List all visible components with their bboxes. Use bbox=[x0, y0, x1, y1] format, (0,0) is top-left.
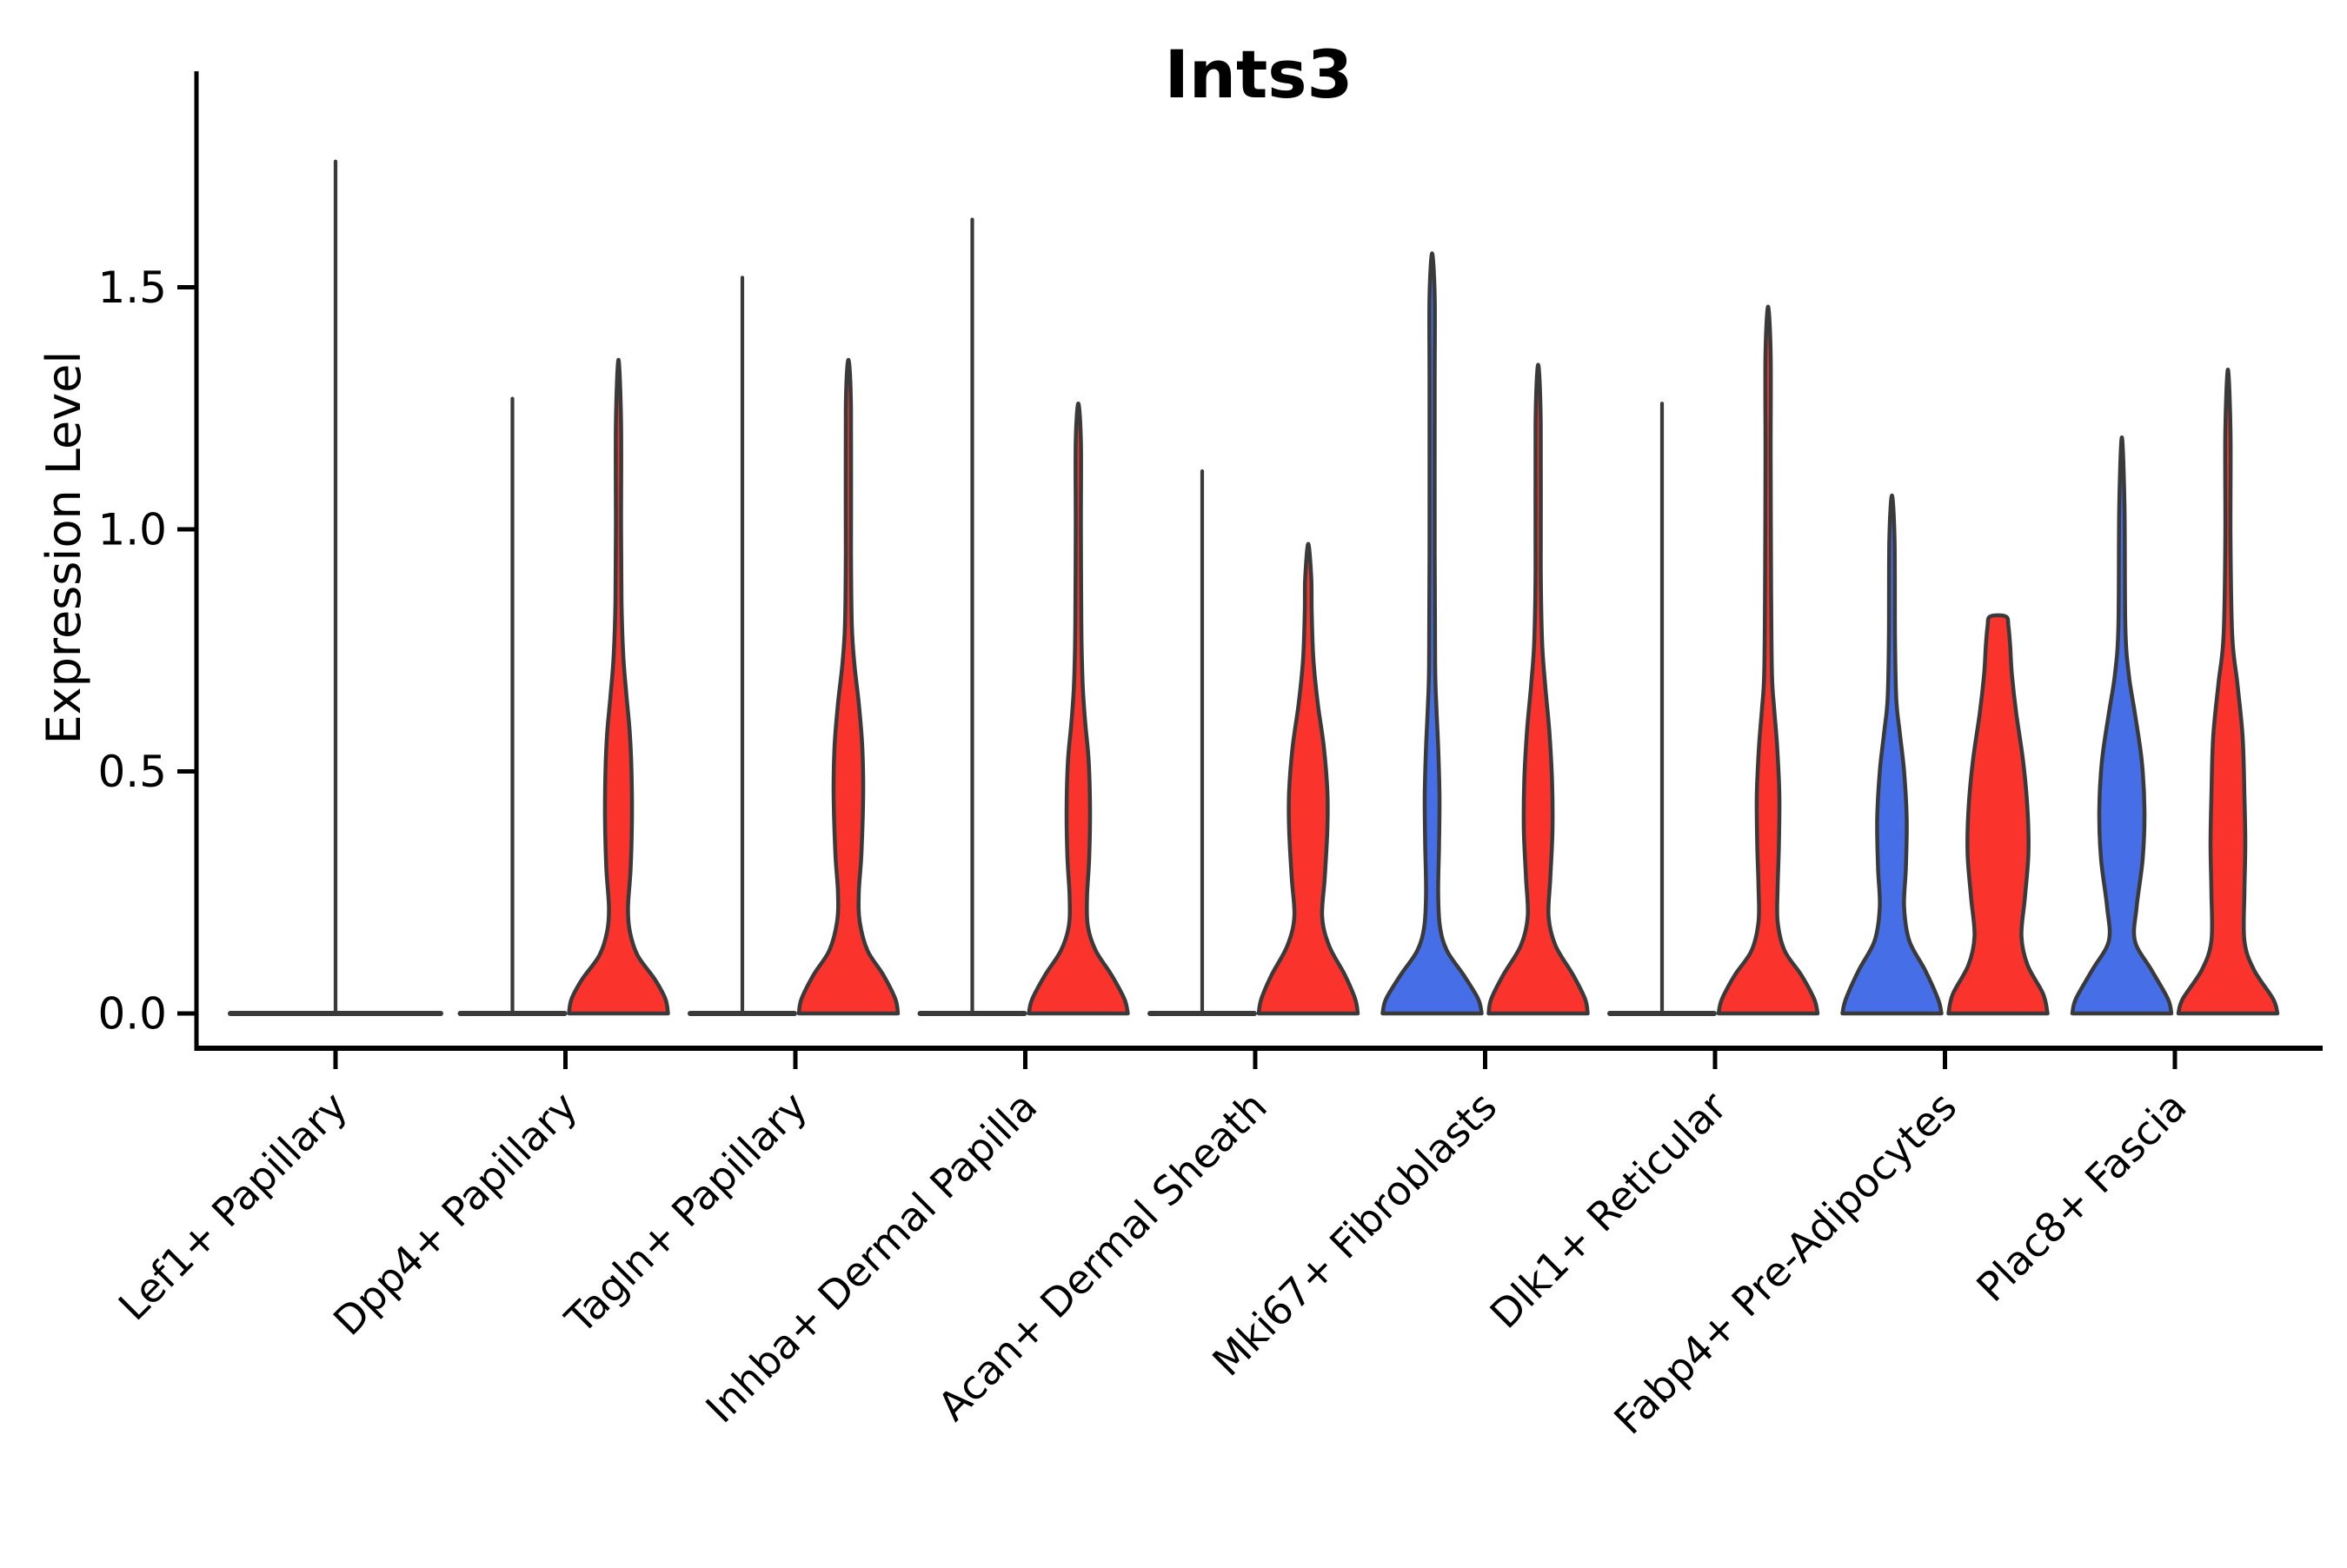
x-category-label: Plac8+ Fascia bbox=[1967, 1083, 2195, 1311]
x-category-label: Dpp4+ Papillary bbox=[324, 1083, 586, 1345]
x-category-label: Tagln+ Papillary bbox=[555, 1083, 816, 1344]
x-category-label: Dlk1+ Reticular bbox=[1481, 1083, 1736, 1338]
x-category-label: Lef1+ Papillary bbox=[110, 1083, 356, 1330]
y-tick-label: 0.0 bbox=[97, 989, 167, 1040]
violin-red bbox=[2176, 367, 2280, 1016]
violin-red bbox=[567, 357, 670, 1016]
y-tick-label: 1.5 bbox=[97, 262, 167, 313]
violin-red bbox=[1946, 613, 2050, 1016]
violin-red bbox=[1027, 401, 1130, 1016]
violin-blue bbox=[1380, 251, 1484, 1016]
violin-blue bbox=[1840, 493, 1944, 1016]
violins-layer bbox=[228, 159, 2280, 1016]
axes-layer bbox=[177, 71, 2323, 1069]
chart-title: Ints3 bbox=[1165, 36, 1353, 113]
violin-red bbox=[796, 357, 901, 1016]
violin-blue bbox=[2070, 435, 2174, 1016]
y-axis-title: Expression Level bbox=[37, 351, 91, 745]
violin-red bbox=[1486, 362, 1590, 1016]
y-tick-label: 1.0 bbox=[97, 505, 167, 555]
y-tick-label: 0.5 bbox=[97, 747, 167, 797]
violin-red bbox=[1256, 541, 1360, 1016]
violin-red bbox=[1716, 304, 1820, 1016]
